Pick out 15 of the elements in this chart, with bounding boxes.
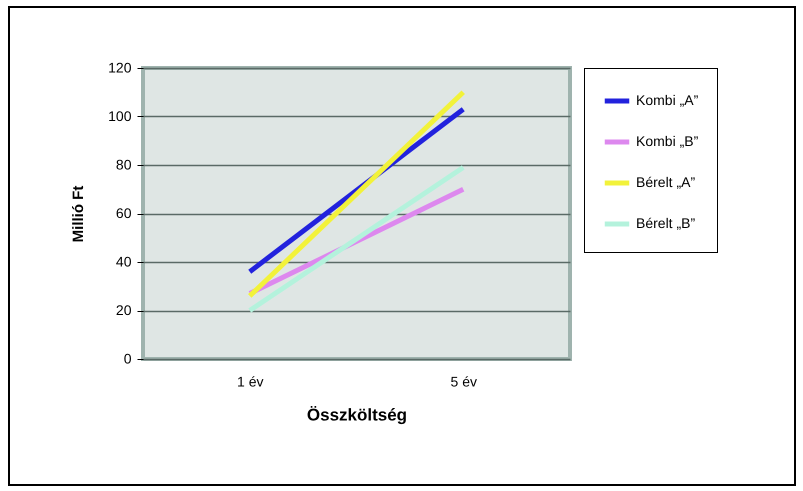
x-axis-title: Összköltség [306, 406, 408, 424]
legend-label: Kombi „B” [636, 133, 699, 149]
x-tick-label: 5 év [450, 374, 477, 390]
legend-label: Kombi „A” [636, 92, 699, 108]
y-tick-label: 20 [116, 302, 132, 318]
x-tick-label: 1 év [237, 374, 264, 390]
y-tick-label: 0 [124, 350, 132, 366]
y-axis-title: Millió Ft [70, 186, 88, 242]
legend-label: Bérelt „B” [636, 215, 696, 231]
y-tick-label: 40 [116, 254, 132, 270]
y-tick-label: 120 [108, 60, 132, 76]
legend-label: Bérelt „A” [636, 174, 696, 190]
y-tick-label: 80 [116, 156, 132, 172]
y-tick-label: 100 [108, 108, 132, 124]
y-tick-label: 60 [116, 205, 132, 221]
